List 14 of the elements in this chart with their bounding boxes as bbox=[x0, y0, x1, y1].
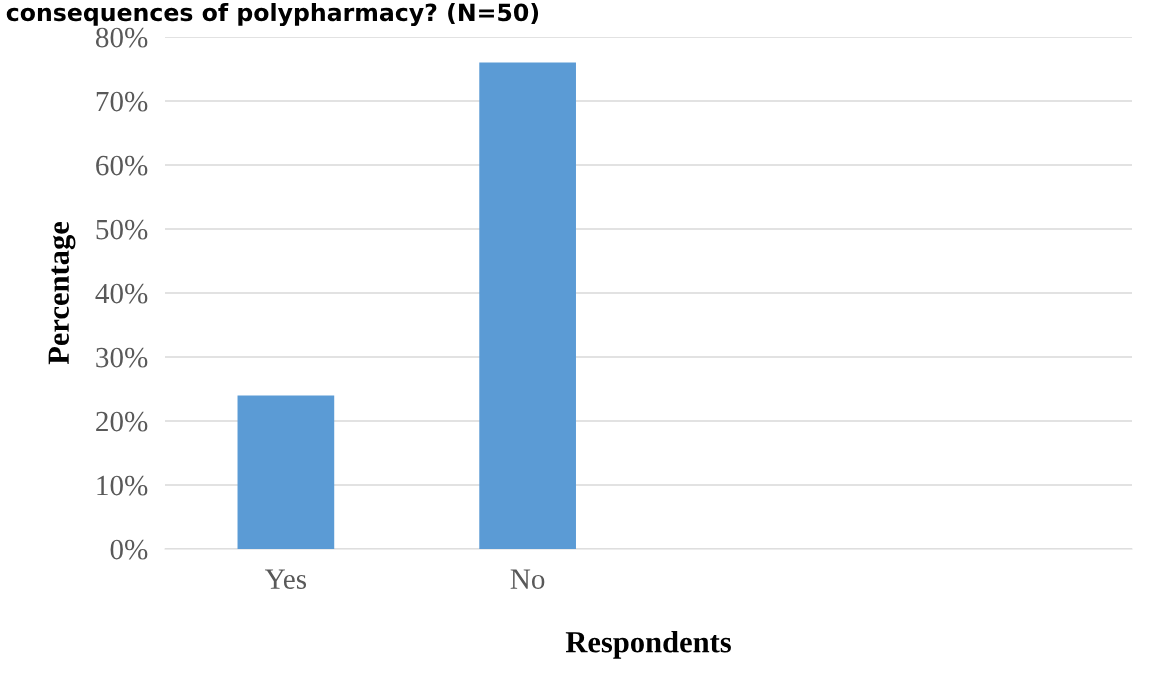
y-tick-label: 40% bbox=[95, 283, 148, 304]
x-axis-title: Respondents bbox=[565, 631, 731, 659]
y-tick-label: 10% bbox=[97, 475, 148, 496]
y-tick-label: 80% bbox=[95, 27, 148, 48]
chart-title: consequences of polypharmacy? (N=50) bbox=[6, 3, 539, 27]
x-tick-label: Yes bbox=[264, 569, 307, 589]
y-tick-label: 60% bbox=[96, 155, 148, 176]
x-tick-label: No bbox=[510, 569, 545, 589]
y-axis-title: Percentage bbox=[48, 221, 76, 365]
y-tick-label: 30% bbox=[96, 347, 148, 368]
y-tick-label: 0% bbox=[110, 539, 148, 560]
y-tick-label: 70% bbox=[96, 91, 148, 112]
y-tick-label: 20% bbox=[96, 411, 148, 432]
y-tick-label: 50% bbox=[96, 219, 148, 240]
